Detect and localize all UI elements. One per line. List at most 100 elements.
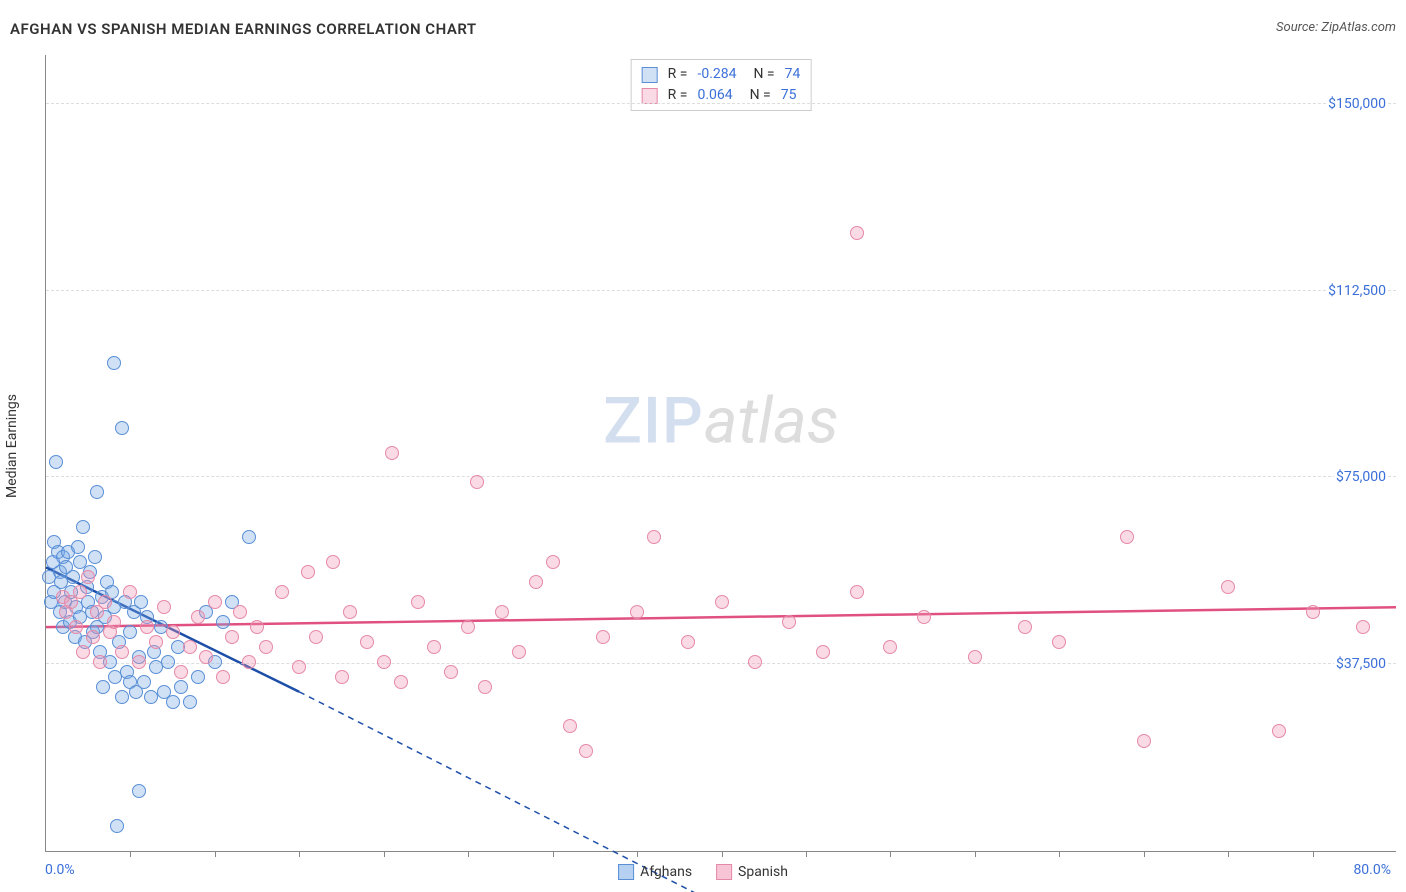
data-point (137, 675, 151, 689)
data-point (1221, 580, 1235, 594)
data-point (681, 635, 695, 649)
data-point (49, 455, 63, 469)
data-point (107, 615, 121, 629)
legend-swatch (716, 864, 732, 880)
legend-row: R = -0.284 N = 74 (642, 64, 801, 85)
data-point (76, 645, 90, 659)
data-point (1356, 620, 1370, 634)
data-point (183, 695, 197, 709)
data-point (411, 595, 425, 609)
data-point (115, 690, 129, 704)
data-point (174, 665, 188, 679)
data-point (529, 575, 543, 589)
x-tick (468, 851, 469, 857)
data-point (275, 585, 289, 599)
data-point (1120, 530, 1134, 544)
gridline (46, 290, 1396, 291)
x-tick (384, 851, 385, 857)
data-point (242, 530, 256, 544)
data-point (850, 585, 864, 599)
plot-area: ZIPatlas R = -0.284 N = 74R = 0.064 N = … (45, 55, 1396, 852)
x-axis-min-label: 0.0% (45, 862, 75, 878)
data-point (134, 595, 148, 609)
data-point (191, 610, 205, 624)
legend-swatch (618, 864, 634, 880)
legend-swatch (642, 88, 658, 104)
data-point (596, 630, 610, 644)
chart-title: AFGHAN VS SPANISH MEDIAN EARNINGS CORREL… (10, 20, 477, 38)
x-tick (1144, 851, 1145, 857)
data-point (149, 635, 163, 649)
data-point (630, 605, 644, 619)
data-point (183, 640, 197, 654)
data-point (343, 605, 357, 619)
x-tick (637, 851, 638, 857)
x-tick (130, 851, 131, 857)
data-point (98, 595, 112, 609)
y-axis-title: Median Earnings (4, 394, 20, 498)
data-point (115, 421, 129, 435)
data-point (495, 605, 509, 619)
data-point (157, 600, 171, 614)
gridline (46, 103, 1396, 104)
data-point (233, 605, 247, 619)
x-tick (553, 851, 554, 857)
x-tick (1228, 851, 1229, 857)
y-tick-label: $37,500 (1334, 656, 1388, 672)
data-point (563, 719, 577, 733)
data-point (107, 356, 121, 370)
data-point (647, 530, 661, 544)
data-point (883, 640, 897, 654)
y-tick-label: $75,000 (1334, 469, 1388, 485)
data-point (161, 655, 175, 669)
data-point (377, 655, 391, 669)
data-point (478, 680, 492, 694)
data-point (1018, 620, 1032, 634)
data-point (816, 645, 830, 659)
data-point (1052, 635, 1066, 649)
data-point (96, 680, 110, 694)
data-point (242, 655, 256, 669)
data-point (69, 620, 83, 634)
legend-item: Afghans (618, 864, 692, 880)
data-point (140, 620, 154, 634)
source-label: Source: ZipAtlas.com (1276, 20, 1396, 35)
data-point (250, 620, 264, 634)
data-point (93, 655, 107, 669)
data-point (81, 570, 95, 584)
data-point (1137, 734, 1151, 748)
gridline (46, 476, 1396, 477)
x-tick (722, 851, 723, 857)
x-tick (975, 851, 976, 857)
data-point (199, 650, 213, 664)
x-tick (1059, 851, 1060, 857)
data-point (71, 540, 85, 554)
data-point (326, 555, 340, 569)
data-point (782, 615, 796, 629)
data-point (76, 520, 90, 534)
y-tick-label: $112,500 (1326, 283, 1388, 299)
x-tick (890, 851, 891, 857)
data-point (88, 550, 102, 564)
data-point (216, 615, 230, 629)
watermark: ZIPatlas (603, 384, 839, 459)
data-point (1306, 605, 1320, 619)
data-point (917, 610, 931, 624)
data-point (335, 670, 349, 684)
legend-n-value: 74 (785, 64, 801, 85)
data-point (123, 585, 137, 599)
data-point (191, 670, 205, 684)
data-point (394, 675, 408, 689)
data-point (123, 625, 137, 639)
data-point (144, 690, 158, 704)
x-tick (299, 851, 300, 857)
data-point (90, 485, 104, 499)
legend-swatch (642, 67, 658, 83)
data-point (427, 640, 441, 654)
data-point (216, 670, 230, 684)
data-point (86, 630, 100, 644)
legend-n-label: N = (747, 64, 775, 85)
data-point (309, 630, 323, 644)
data-point (259, 640, 273, 654)
data-point (208, 595, 222, 609)
